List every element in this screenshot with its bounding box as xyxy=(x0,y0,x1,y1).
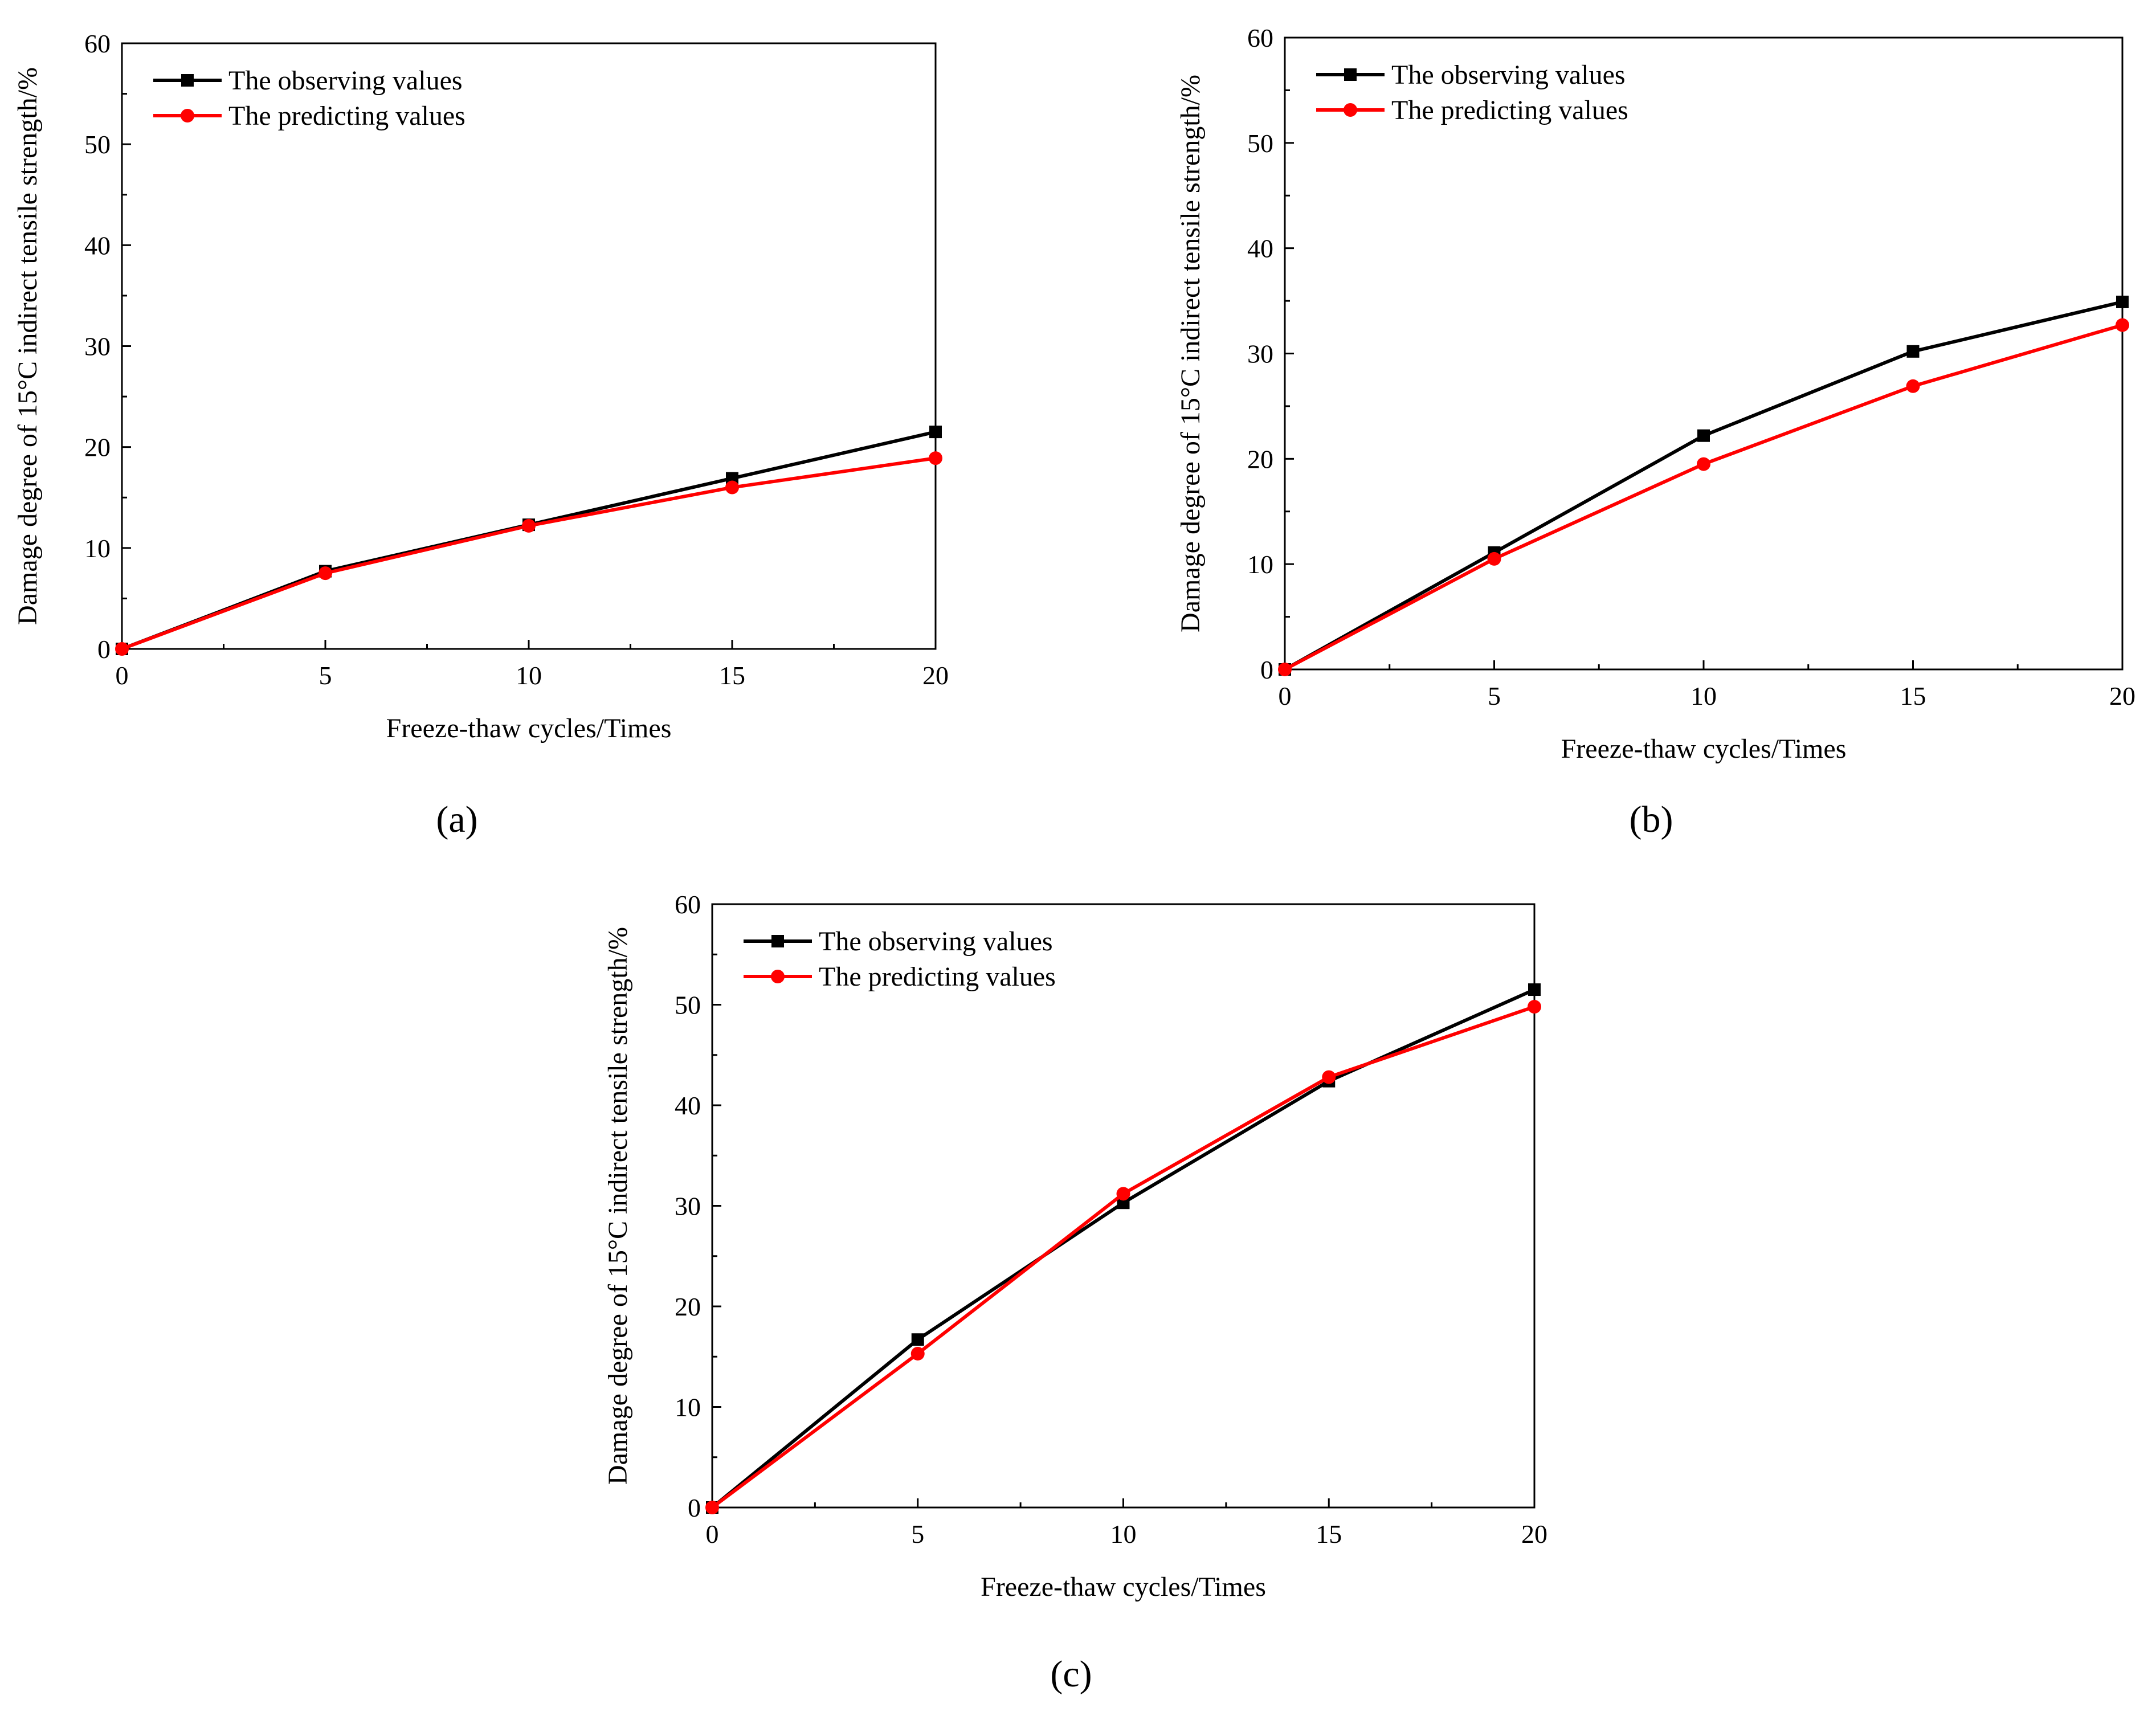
legend-marker-square xyxy=(771,935,784,947)
y-tick-label: 40 xyxy=(675,1091,701,1120)
x-tick-label: 20 xyxy=(922,661,949,690)
legend: The observing values The predicting value… xyxy=(744,926,1056,992)
legend-marker-circle xyxy=(771,970,785,983)
series-line xyxy=(1284,300,2123,671)
y-tick-label: 60 xyxy=(675,890,701,919)
data-point-circle xyxy=(1487,551,1501,566)
series-predicting xyxy=(1278,318,2129,676)
data-point-circle xyxy=(1278,663,1292,676)
x-tick-label: 10 xyxy=(1110,1519,1137,1549)
y-tick-label: 40 xyxy=(1247,234,1273,263)
y-tick-label: 20 xyxy=(1247,444,1273,473)
data-point-circle xyxy=(1322,1070,1336,1084)
y-tick-label: 0 xyxy=(1260,655,1273,684)
data-point-circle xyxy=(1697,457,1710,471)
series-predicting xyxy=(705,1000,1541,1514)
y-tick-label: 50 xyxy=(675,991,701,1020)
y-tick-label: 30 xyxy=(1247,340,1273,369)
y-tick-label: 10 xyxy=(675,1393,701,1422)
y-tick-label: 0 xyxy=(97,635,111,664)
panel-label-b: (b) xyxy=(1630,799,1673,840)
panel-label-a: (a) xyxy=(436,799,477,840)
data-point-circle xyxy=(1906,379,1920,393)
legend-marker-square xyxy=(181,74,194,87)
x-tick-label: 15 xyxy=(1900,681,1926,710)
y-axis-title: Damage degree of 15°C indirect tensile s… xyxy=(603,927,633,1485)
legend-marker-square xyxy=(1344,68,1357,81)
data-point-square xyxy=(2116,295,2129,308)
y-tick-label: 60 xyxy=(84,29,111,58)
legend-marker-circle xyxy=(1344,103,1357,117)
data-point-circle xyxy=(2116,318,2129,332)
series-line xyxy=(711,988,1536,1509)
x-tick-label: 5 xyxy=(911,1519,924,1549)
x-tick-label: 10 xyxy=(516,661,542,690)
data-point-circle xyxy=(318,566,332,581)
data-point-circle xyxy=(522,518,536,533)
y-axis-title: Damage degree of 15°C indirect tensile s… xyxy=(13,67,43,625)
legend-label: The observing values xyxy=(1391,60,1626,90)
legend: The observing values The predicting value… xyxy=(1316,60,1628,125)
y-tick-label: 60 xyxy=(1247,23,1273,52)
legend-label: The predicting values xyxy=(819,962,1056,992)
x-tick-label: 15 xyxy=(1316,1519,1342,1549)
data-point-circle xyxy=(725,480,739,495)
series-line xyxy=(1284,323,2123,671)
x-tick-label: 20 xyxy=(2109,681,2135,710)
plot-frame xyxy=(121,42,937,650)
y-tick-label: 40 xyxy=(84,231,111,260)
y-axis-title: Damage degree of 15°C indirect tensile s… xyxy=(1175,75,1206,632)
data-point-circle xyxy=(1116,1187,1130,1201)
y-tick-label: 20 xyxy=(84,433,111,462)
x-axis-title: Freeze-thaw cycles/Times xyxy=(1561,734,1847,764)
x-tick-label: 20 xyxy=(1521,1519,1547,1549)
legend: The observing values The predicting value… xyxy=(153,66,466,131)
x-tick-label: 5 xyxy=(1488,681,1501,710)
series-predicting xyxy=(115,451,942,656)
plot-frame xyxy=(1284,36,2124,671)
data-point-square xyxy=(929,426,942,439)
x-tick-label: 15 xyxy=(719,661,745,690)
data-point-circle xyxy=(910,1346,925,1361)
y-tick-label: 20 xyxy=(675,1292,701,1321)
data-point-circle xyxy=(1528,1000,1541,1014)
data-point-square xyxy=(1697,429,1710,442)
data-point-circle xyxy=(115,642,129,656)
legend-label: The observing values xyxy=(819,926,1053,957)
x-tick-label: 10 xyxy=(1690,681,1717,710)
panel-label-c: (c) xyxy=(1050,1653,1092,1695)
chart-b: 0 5 10 15 20 0 10 20 30 40 50 60 Freeze-thaw cycles/… xyxy=(1175,23,2135,764)
y-tick-label: 30 xyxy=(675,1192,701,1221)
series-line xyxy=(121,456,936,651)
y-tick-label: 10 xyxy=(1247,550,1273,579)
legend-label: The observing values xyxy=(228,66,463,96)
y-tick-label: 0 xyxy=(688,1493,701,1522)
series-observing xyxy=(116,426,942,655)
series-observing xyxy=(706,983,1541,1514)
x-tick-label: 0 xyxy=(706,1519,719,1549)
x-tick-label: 0 xyxy=(116,661,129,690)
data-point-square xyxy=(1906,345,1920,358)
y-tick-label: 50 xyxy=(1247,129,1273,158)
x-tick-label: 5 xyxy=(319,661,332,690)
data-point-square xyxy=(1528,983,1541,996)
data-point-square xyxy=(911,1333,924,1346)
legend-label: The predicting values xyxy=(228,101,466,131)
x-axis-title: Freeze-thaw cycles/Times xyxy=(386,713,672,743)
x-axis-title: Freeze-thaw cycles/Times xyxy=(981,1572,1266,1602)
legend-marker-circle xyxy=(181,109,194,122)
series-observing xyxy=(1279,295,2129,676)
data-point-circle xyxy=(929,451,942,465)
series-line xyxy=(711,1005,1535,1509)
chart-c: 0 5 10 15 20 0 10 20 30 40 50 60 Freeze-thaw cycles/… xyxy=(603,890,1547,1602)
chart-a: 0 5 10 15 20 0 10 20 30 40 50 60 Freeze-thaw cycles/… xyxy=(13,29,949,743)
legend-label: The predicting values xyxy=(1391,95,1628,125)
x-tick-label: 0 xyxy=(1279,681,1292,710)
series-line xyxy=(121,430,936,651)
y-tick-label: 50 xyxy=(84,130,111,159)
data-point-circle xyxy=(705,1501,719,1514)
y-tick-label: 10 xyxy=(84,534,111,563)
y-tick-label: 30 xyxy=(84,332,111,361)
